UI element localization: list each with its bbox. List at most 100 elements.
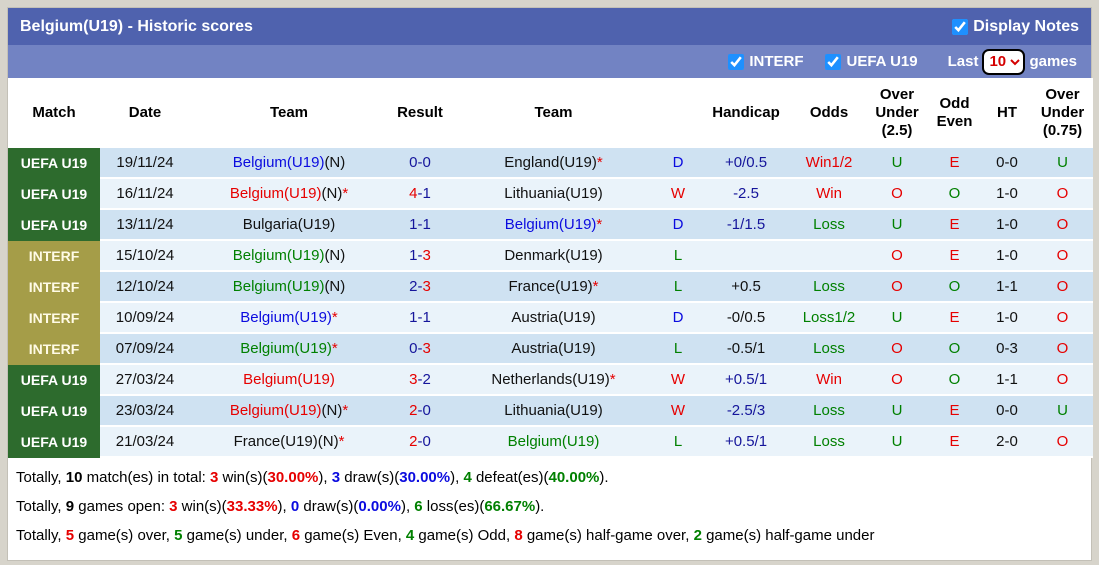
score-separator: -: [417, 433, 423, 450]
over-under-075-value: O: [1056, 216, 1069, 233]
team-name-link[interactable]: Bulgaria(U19): [242, 216, 336, 233]
over-under-25-value: O: [891, 340, 903, 357]
over-under-25-cell: O: [867, 364, 927, 396]
result-cell: 0-3: [388, 333, 452, 365]
odds-value: Win: [816, 371, 842, 388]
team-star-marker: *: [342, 402, 349, 419]
over-under-25-cell: O: [867, 333, 927, 365]
team-name-link[interactable]: Belgium(U19): [240, 340, 332, 357]
away-team-cell: Netherlands(U19)*: [452, 364, 655, 396]
team-name-link[interactable]: Belgium(U19): [232, 278, 325, 295]
ht-cell: 1-0: [982, 209, 1032, 241]
odd-even-cell: O: [927, 364, 982, 396]
odds-cell: Loss: [791, 426, 867, 458]
team-name-link[interactable]: Belgium(U19): [232, 154, 325, 171]
uefa-checkbox[interactable]: [825, 53, 842, 70]
home-team-cell: Belgium(U19)(N): [190, 271, 388, 303]
games-count-control: Last 10 games: [948, 48, 1077, 75]
over-under-25-value: U: [891, 402, 903, 419]
summary-segment: Totally,: [16, 469, 66, 486]
result-cell: 4-1: [388, 178, 452, 210]
over-under-25-value: O: [891, 247, 903, 264]
summary-segment: 30.00%: [399, 469, 451, 486]
outcome-cell: W: [655, 395, 701, 427]
interf-filter-label: INTERF: [749, 53, 804, 70]
odds-cell: Loss: [791, 333, 867, 365]
match-row: INTERF 15/10/24 Belgium(U19)(N) 1-3 Denmark(…: [8, 240, 1093, 272]
away-score: 0: [422, 154, 431, 171]
team-suffix: (N): [324, 154, 346, 171]
odds-value: Loss: [813, 216, 845, 233]
filter-bar: INTERF UEFA U19 Last 10 games: [8, 45, 1091, 78]
match-competition-badge: UEFA U19: [8, 395, 100, 427]
team-name-link[interactable]: Belgium(U19): [507, 433, 600, 450]
summary-segment: loss(es)(: [422, 498, 485, 515]
match-competition-badge: INTERF: [8, 333, 100, 365]
score-separator: -: [417, 371, 423, 388]
summary-segment: game(s) over,: [74, 527, 175, 544]
summary-segment: ),: [400, 498, 415, 515]
over-under-25-value: U: [891, 309, 903, 326]
team-name-link[interactable]: Lithuania(U19): [504, 402, 603, 419]
team-name-link[interactable]: Lithuania(U19): [504, 185, 603, 202]
handicap-cell: +0.5: [701, 271, 791, 303]
display-notes-checkbox[interactable]: [952, 18, 969, 35]
odds-value: Win: [816, 185, 842, 202]
handicap-value: -1/1.5: [726, 216, 766, 233]
date-cell: 19/11/24: [100, 148, 190, 179]
team-name-link[interactable]: Belgium(U19): [229, 185, 322, 202]
team-name-link[interactable]: Austria(U19): [511, 340, 596, 357]
games-count-select[interactable]: 10: [982, 48, 1026, 75]
date-cell: 16/11/24: [100, 178, 190, 210]
away-team-cell: England(U19)*: [452, 148, 655, 179]
odd-even-value: E: [949, 433, 960, 450]
over-under-25-cell: O: [867, 178, 927, 210]
team-name-link[interactable]: France(U19): [233, 433, 318, 450]
team-name-link[interactable]: Belgium(U19): [504, 216, 597, 233]
over-under-25-cell: U: [867, 395, 927, 427]
away-team-cell: Austria(U19): [452, 302, 655, 334]
uefa-filter-toggle[interactable]: UEFA U19: [825, 53, 918, 70]
summary-segment: 5: [65, 527, 75, 544]
away-score: 3: [422, 278, 431, 295]
home-team-cell: Belgium(U19)*: [190, 302, 388, 334]
summary-segment: 30.00%: [267, 469, 319, 486]
outcome-letter: W: [670, 185, 686, 202]
team-name-link[interactable]: Belgium(U19): [243, 371, 335, 388]
display-notes-toggle[interactable]: Display Notes: [952, 18, 1079, 36]
away-team-cell: Lithuania(U19): [452, 178, 655, 210]
team-name-link[interactable]: England(U19): [504, 154, 597, 171]
summary-segment: 6: [291, 527, 301, 544]
over-under-25-value: U: [891, 433, 903, 450]
score-separator: -: [417, 340, 423, 357]
column-header-odds: Odds: [791, 78, 867, 148]
ht-cell: 1-1: [982, 271, 1032, 303]
home-score: 1: [409, 247, 418, 264]
team-name-link[interactable]: Belgium(U19): [229, 402, 322, 419]
score-separator: -: [417, 185, 423, 202]
over-under-075-cell: O: [1032, 364, 1093, 396]
team-name-link[interactable]: France(U19): [508, 278, 593, 295]
team-name-link[interactable]: Belgium(U19): [232, 247, 325, 264]
team-name-link[interactable]: Austria(U19): [511, 309, 596, 326]
match-competition-badge: INTERF: [8, 302, 100, 334]
interf-checkbox[interactable]: [728, 53, 745, 70]
team-name-link[interactable]: Belgium(U19): [240, 309, 332, 326]
over-under-075-cell: O: [1032, 178, 1093, 210]
team-name-link[interactable]: Denmark(U19): [504, 247, 603, 264]
summary-segment: game(s) half-game over,: [522, 527, 694, 544]
team-name-link[interactable]: Netherlands(U19): [491, 371, 610, 388]
score-separator: -: [417, 278, 423, 295]
over-under-25-value: U: [891, 154, 903, 171]
interf-filter-toggle[interactable]: INTERF: [728, 53, 803, 70]
summary-segment: Totally,: [16, 498, 66, 515]
date-cell: 15/10/24: [100, 240, 190, 272]
team-star-marker: *: [609, 371, 616, 388]
over-under-075-cell: O: [1032, 302, 1093, 334]
date-cell: 27/03/24: [100, 364, 190, 396]
handicap-cell: +0.5/1: [701, 364, 791, 396]
match-row: UEFA U19 19/11/24 Belgium(U19)(N) 0-0 Englan…: [8, 148, 1093, 179]
summary-segment: games open:: [74, 498, 170, 515]
summary-line-1: Totally, 10 match(es) in total: 3 win(s)…: [16, 463, 1083, 492]
